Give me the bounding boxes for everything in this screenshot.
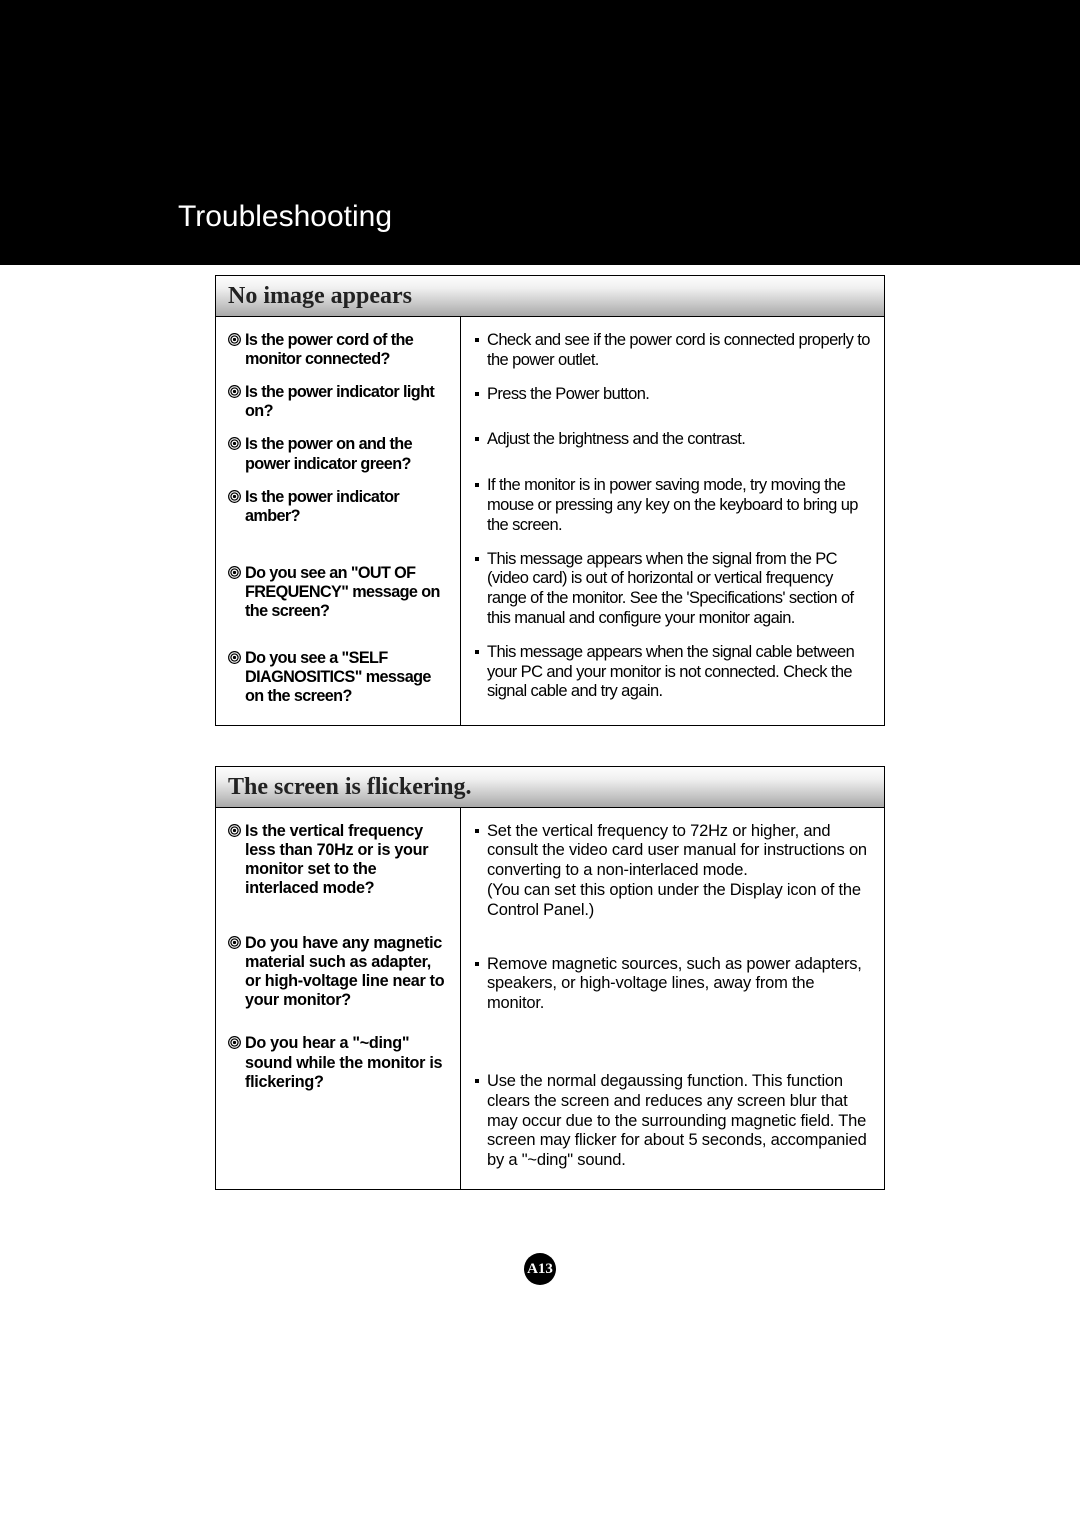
answer-text: Press the Power button. — [487, 385, 649, 405]
troubleshooting-section-no-image: No image appears Is the power cord of th… — [215, 275, 885, 726]
bullet-target-icon — [228, 385, 241, 398]
answer-text: Adjust the brightness and the contrast. — [487, 430, 745, 450]
question-text: Is the power indicator amber? — [245, 488, 450, 526]
bullet-dot-icon — [475, 962, 479, 966]
bullet-target-icon — [228, 651, 241, 664]
bullet-dot-icon — [475, 650, 479, 654]
bullet-dot-icon — [475, 392, 479, 396]
bullet-dot-icon — [475, 338, 479, 342]
question-item: Is the power on and the power indicator … — [228, 435, 450, 473]
answer-text: Check and see if the power cord is conne… — [487, 331, 870, 371]
section-body: Is the power cord of the monitor connect… — [216, 317, 884, 725]
answer-item: Adjust the brightness and the contrast. — [475, 430, 870, 450]
answer-item: Press the Power button. — [475, 385, 870, 405]
answer-text: Remove magnetic sources, such as power a… — [487, 955, 870, 1014]
bullet-target-icon — [228, 1036, 241, 1049]
bullet-target-icon — [228, 490, 241, 503]
bullet-dot-icon — [475, 829, 479, 833]
bullet-target-icon — [228, 437, 241, 450]
question-item: Is the power indicator light on? — [228, 383, 450, 421]
answer-column: Set the vertical frequency to 72Hz or hi… — [461, 808, 884, 1189]
bullet-target-icon — [228, 566, 241, 579]
page-number: A13 — [524, 1253, 556, 1285]
question-item: Do you see an "OUT OF FREQUENCY" message… — [228, 564, 450, 621]
question-text: Do you hear a "~ding" sound while the mo… — [245, 1034, 450, 1091]
page-header-bar: Troubleshooting — [0, 0, 1080, 265]
question-item: Do you have any magnetic material such a… — [228, 934, 450, 1010]
question-text: Is the power cord of the monitor connect… — [245, 331, 450, 369]
question-item: Do you see a "SELF DIAGNOSITICS" message… — [228, 649, 450, 706]
question-column: Is the power cord of the monitor connect… — [216, 317, 461, 725]
question-column: Is the vertical frequency less than 70Hz… — [216, 808, 461, 1189]
bullet-dot-icon — [475, 483, 479, 487]
page-title: Troubleshooting — [178, 200, 392, 234]
answer-text: This message appears when the signal cab… — [487, 643, 870, 702]
answer-text: Use the normal degaussing function. This… — [487, 1072, 870, 1171]
answer-item: Check and see if the power cord is conne… — [475, 331, 870, 371]
question-text: Do you see a "SELF DIAGNOSITICS" message… — [245, 649, 450, 706]
question-text: Is the power indicator light on? — [245, 383, 450, 421]
bullet-target-icon — [228, 824, 241, 837]
answer-item: This message appears when the signal cab… — [475, 643, 870, 702]
question-item: Is the power indicator amber? — [228, 488, 450, 526]
question-text: Is the vertical frequency less than 70Hz… — [245, 822, 450, 898]
question-item: Do you hear a "~ding" sound while the mo… — [228, 1034, 450, 1091]
answer-item: This message appears when the signal fro… — [475, 550, 870, 629]
answer-item: Set the vertical frequency to 72Hz or hi… — [475, 822, 870, 921]
answer-item: Use the normal degaussing function. This… — [475, 1072, 870, 1171]
bullet-dot-icon — [475, 437, 479, 441]
question-text: Do you see an "OUT OF FREQUENCY" message… — [245, 564, 450, 621]
question-text: Do you have any magnetic material such a… — [245, 934, 450, 1010]
section-body: Is the vertical frequency less than 70Hz… — [216, 808, 884, 1189]
bullet-dot-icon — [475, 557, 479, 561]
question-item: Is the power cord of the monitor connect… — [228, 331, 450, 369]
answer-item: If the monitor is in power saving mode, … — [475, 476, 870, 535]
content-area: No image appears Is the power cord of th… — [215, 275, 885, 1230]
section-title: The screen is flickering. — [216, 767, 884, 808]
answer-text: This message appears when the signal fro… — [487, 550, 870, 629]
bullet-target-icon — [228, 936, 241, 949]
answer-item: Remove magnetic sources, such as power a… — [475, 955, 870, 1014]
bullet-dot-icon — [475, 1079, 479, 1083]
section-title: No image appears — [216, 276, 884, 317]
answer-column: Check and see if the power cord is conne… — [461, 317, 884, 725]
question-text: Is the power on and the power indicator … — [245, 435, 450, 473]
troubleshooting-section-flickering: The screen is flickering. Is the vertica… — [215, 766, 885, 1190]
answer-text: Set the vertical frequency to 72Hz or hi… — [487, 822, 870, 921]
question-item: Is the vertical frequency less than 70Hz… — [228, 822, 450, 898]
answer-text: If the monitor is in power saving mode, … — [487, 476, 870, 535]
page-number-badge: A13 — [524, 1253, 556, 1285]
bullet-target-icon — [228, 333, 241, 346]
